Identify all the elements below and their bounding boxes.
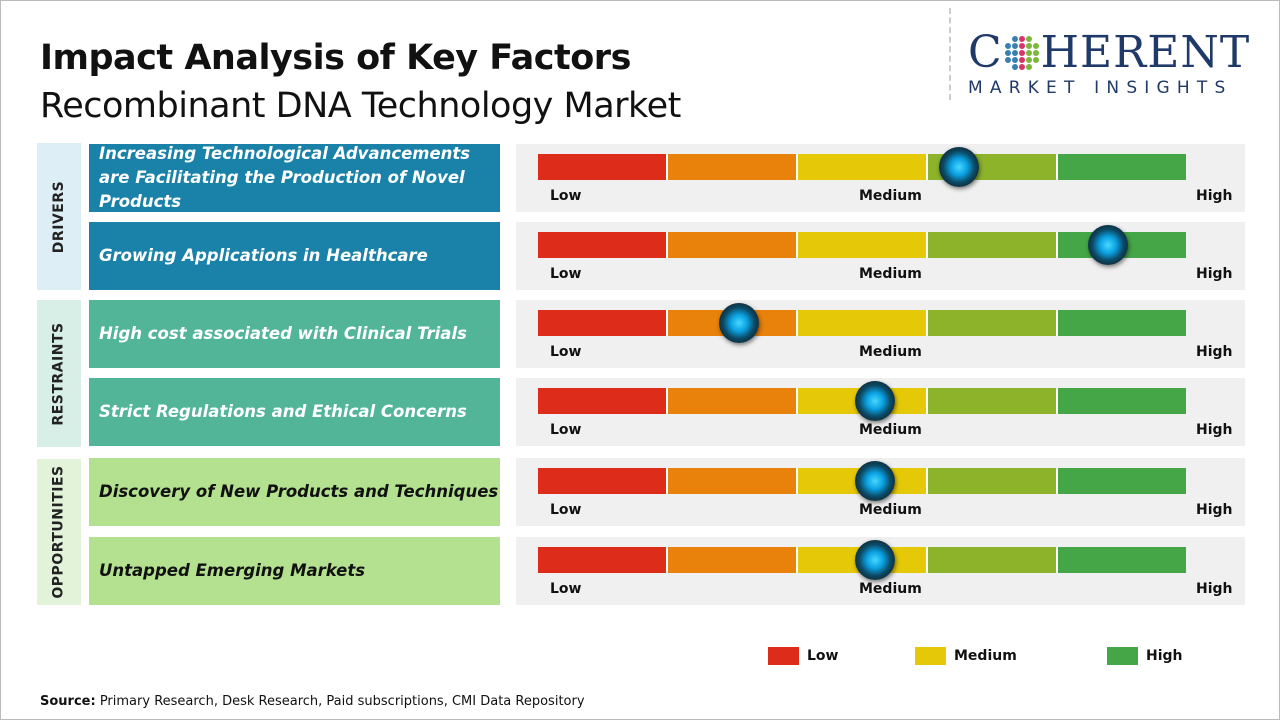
high-label: High [1196, 581, 1233, 597]
factor-label: High cost associated with Clinical Trial… [89, 300, 500, 368]
gauge-bar [538, 310, 1186, 336]
high-label: High [1196, 422, 1233, 438]
high-label: High [1196, 266, 1233, 282]
legend-label: Medium [954, 648, 1017, 664]
category-restraints: RESTRAINTS [37, 300, 81, 447]
category-label: RESTRAINTS [51, 321, 67, 426]
medium-label: Medium [859, 344, 922, 360]
impact-indicator [854, 461, 895, 501]
legend-swatch [915, 647, 946, 665]
medium-label: Medium [859, 266, 922, 282]
impact-gauge: Low Medium High [516, 458, 1245, 526]
source-note: Source: Primary Research, Desk Research,… [40, 694, 585, 709]
page-subtitle: Recombinant DNA Technology Market [40, 86, 681, 126]
impact-indicator [854, 381, 895, 421]
coherent-logo: C HERENT MARKET INSIGHTS [968, 27, 1251, 99]
impact-gauge: Low Medium High [516, 222, 1245, 290]
gauge-segment [928, 232, 1058, 258]
medium-label: Medium [859, 581, 922, 597]
legend-item: Medium [915, 647, 1017, 665]
high-label: High [1196, 502, 1233, 518]
gauge-segment [798, 310, 928, 336]
low-label: Low [550, 502, 582, 518]
medium-label: Medium [859, 422, 922, 438]
gauge-segment [1058, 388, 1186, 414]
factor-label: Growing Applications in Healthcare [89, 222, 500, 290]
page-title: Impact Analysis of Key Factors [40, 38, 631, 78]
gauge-segment [1058, 154, 1186, 180]
low-label: Low [550, 422, 582, 438]
gauge-segment [538, 388, 668, 414]
divider [949, 8, 951, 100]
gauge-segment [798, 154, 928, 180]
low-label: Low [550, 266, 582, 282]
source-text: Primary Research, Desk Research, Paid su… [95, 694, 585, 709]
legend-label: Low [807, 648, 839, 664]
gauge-bar [538, 154, 1186, 180]
gauge-segment [928, 547, 1058, 573]
impact-indicator [939, 147, 980, 187]
impact-indicator [854, 540, 895, 580]
category-opportunities: OPPORTUNITIES [37, 459, 81, 605]
gauge-bar [538, 468, 1186, 494]
impact-gauge: Low Medium High [516, 300, 1245, 368]
gauge-segment [668, 154, 798, 180]
high-label: High [1196, 188, 1233, 204]
medium-label: Medium [859, 502, 922, 518]
gauge-segment [668, 547, 798, 573]
gauge-segment [538, 310, 668, 336]
high-label: High [1196, 344, 1233, 360]
factor-label: Untapped Emerging Markets [89, 537, 500, 605]
gauge-segment [1058, 468, 1186, 494]
legend-label: High [1146, 648, 1183, 664]
factor-label: Discovery of New Products and Techniques [89, 458, 500, 526]
gauge-segment [538, 232, 668, 258]
gauge-segment [538, 468, 668, 494]
gauge-segment [668, 232, 798, 258]
factor-label: Strict Regulations and Ethical Concerns [89, 378, 500, 446]
gauge-segment [538, 154, 668, 180]
legend-swatch [768, 647, 799, 665]
gauge-segment [538, 547, 668, 573]
category-label: OPPORTUNITIES [51, 465, 68, 599]
gauge-segment [928, 310, 1058, 336]
category-drivers: DRIVERS [37, 143, 81, 290]
gauge-segment [928, 388, 1058, 414]
impact-gauge: Low Medium High [516, 537, 1245, 605]
source-label: Source: [40, 694, 96, 709]
impact-indicator [1088, 225, 1129, 265]
low-label: Low [550, 188, 582, 204]
impact-gauge: Low Medium High [516, 144, 1245, 212]
legend-item: Low [768, 647, 838, 665]
low-label: Low [550, 581, 582, 597]
low-label: Low [550, 344, 582, 360]
impact-gauge: Low Medium High [516, 378, 1245, 446]
impact-indicator [718, 303, 759, 343]
gauge-segment [668, 468, 798, 494]
gauge-segment [668, 388, 798, 414]
medium-label: Medium [859, 188, 922, 204]
globe-icon [1004, 36, 1039, 70]
gauge-segment [928, 468, 1058, 494]
gauge-segment [798, 232, 928, 258]
gauge-segment [1058, 310, 1186, 336]
gauge-segment [1058, 547, 1186, 573]
category-label: DRIVERS [51, 180, 67, 253]
gauge-bar [538, 232, 1186, 258]
legend-item: High [1107, 647, 1183, 665]
gauge-bar [538, 388, 1186, 414]
legend-swatch [1107, 647, 1138, 665]
factor-label: Increasing Technological Advancements ar… [89, 144, 500, 212]
